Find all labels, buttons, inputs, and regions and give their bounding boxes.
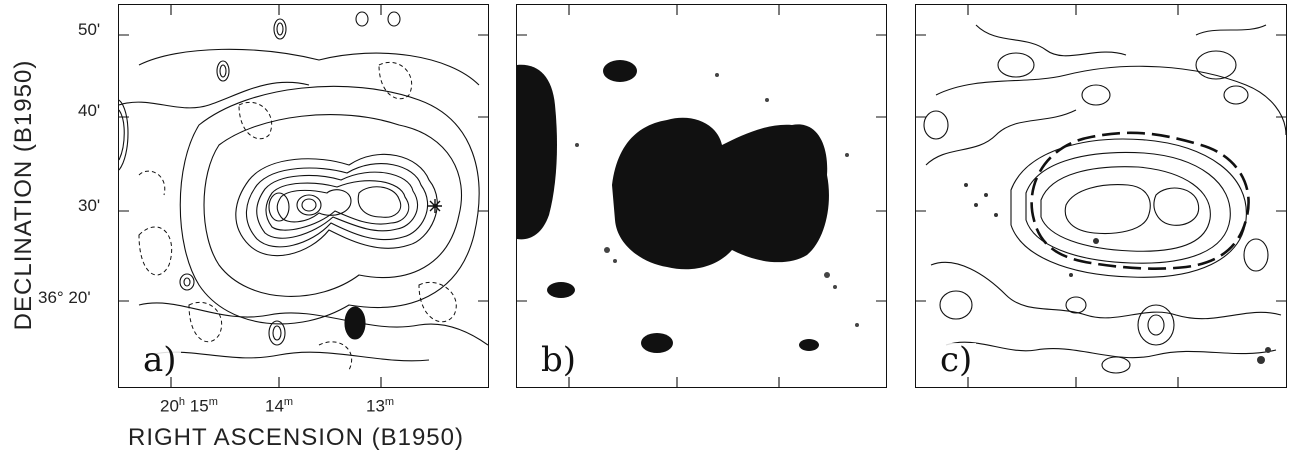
panel-b-emission bbox=[517, 5, 886, 387]
y-axis-label: DECLINATION (B1950) bbox=[10, 59, 37, 331]
xtick-20h15m: 20h 15m bbox=[160, 396, 218, 416]
ytick-50: 50' bbox=[78, 20, 101, 39]
panel-b-label: b) bbox=[537, 343, 581, 377]
panel-b-grayscale-image: b) bbox=[516, 4, 887, 388]
x-axis-label: RIGHT ASCENSION (B1950) bbox=[128, 424, 464, 451]
panel-c-contours bbox=[916, 5, 1286, 387]
panel-a-label: a) bbox=[139, 343, 181, 377]
xtick-13m: 13m bbox=[366, 396, 395, 416]
ytick-36-20: 36° 20' bbox=[38, 288, 91, 307]
panel-c-contour-map: c) bbox=[915, 4, 1287, 388]
panel-a-contours bbox=[119, 5, 488, 387]
panel-c-label: c) bbox=[936, 343, 977, 377]
xtick-14m: 14m bbox=[265, 396, 294, 416]
ytick-30: 30' bbox=[78, 196, 101, 215]
ytick-40: 40' bbox=[78, 101, 101, 120]
panel-a-contour-map: a) bbox=[118, 4, 489, 388]
